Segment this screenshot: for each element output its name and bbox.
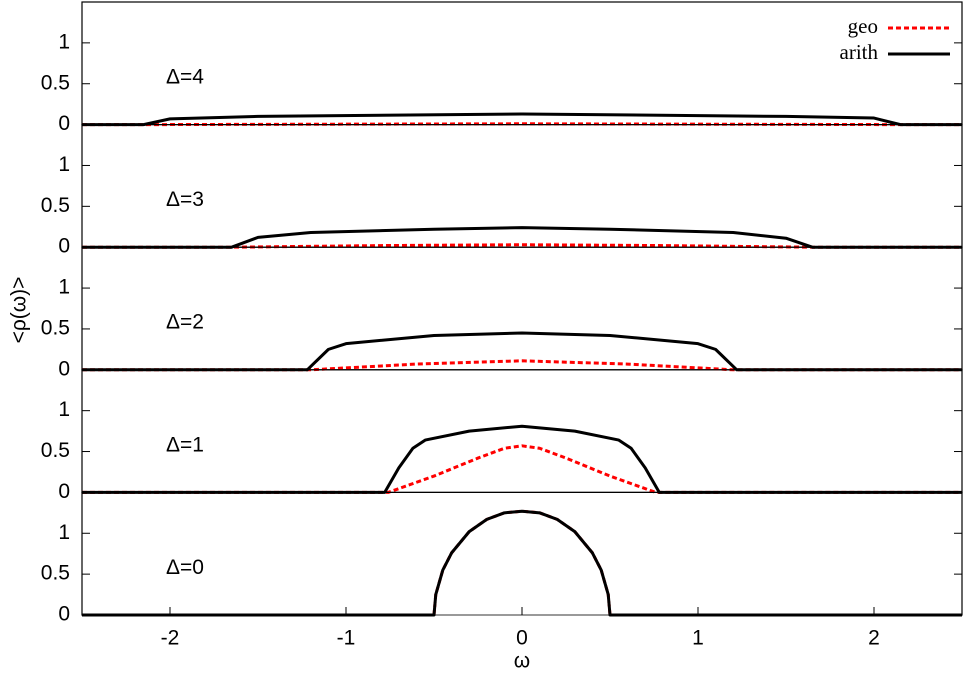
y-tick-label: 0.5 — [41, 562, 70, 585]
legend-label: arith — [840, 40, 879, 64]
panel-frame — [81, 246, 963, 371]
series-line — [82, 424, 962, 494]
x-tick-label: 1 — [692, 627, 704, 650]
series-line — [82, 226, 962, 249]
y-tick-label: 0.5 — [41, 194, 70, 217]
y-tick-label: 0 — [58, 480, 70, 503]
x-tick-label: -1 — [337, 627, 356, 650]
series-line — [82, 444, 962, 494]
panel-annotation: Δ=4 — [166, 66, 204, 89]
y-tick-label: 0 — [58, 112, 70, 135]
y-axis-label: <ρ(ω)> — [8, 277, 31, 344]
series-line — [82, 331, 962, 372]
panel-annotation: Δ=3 — [166, 188, 204, 211]
y-tick-label: 1 — [58, 153, 70, 176]
panel-annotation: Δ=1 — [166, 433, 204, 456]
panel-frame — [81, 1, 963, 126]
y-tick-label: 0.5 — [41, 316, 70, 339]
series-line — [82, 509, 962, 617]
series-line — [82, 112, 962, 127]
x-axis-label: ω — [514, 650, 530, 673]
series-line — [82, 509, 962, 617]
x-tick-label: 2 — [868, 627, 880, 650]
y-tick-label: 0 — [58, 603, 70, 626]
panel-frame — [81, 369, 963, 493]
y-tick-label: 1 — [58, 521, 70, 544]
legend-label: geo — [848, 14, 878, 38]
panel-annotation: Δ=0 — [166, 556, 204, 579]
y-tick-label: 0.5 — [41, 439, 70, 462]
y-tick-label: 1 — [58, 276, 70, 299]
y-tick-label: 0.5 — [41, 71, 70, 94]
x-tick-label: 0 — [516, 627, 528, 650]
panel-annotation: Δ=2 — [166, 311, 204, 334]
y-tick-label: 1 — [58, 398, 70, 421]
y-tick-label: 0 — [58, 235, 70, 258]
y-tick-label: 1 — [58, 30, 70, 53]
y-tick-label: 0 — [58, 357, 70, 380]
x-tick-label: -2 — [161, 627, 180, 650]
